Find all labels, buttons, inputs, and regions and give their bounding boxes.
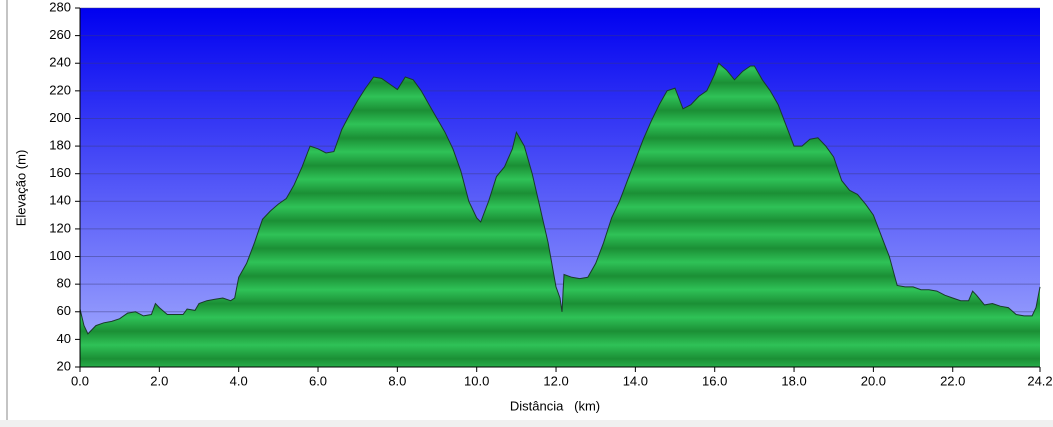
y-tick-label: 220 xyxy=(49,82,71,97)
x-tick-label: 16.0 xyxy=(702,373,727,388)
footer-strip xyxy=(0,420,1053,427)
x-tick-label: 0.0 xyxy=(71,373,89,388)
x-tick-label: 4.0 xyxy=(230,373,248,388)
x-tick-label: 8.0 xyxy=(388,373,406,388)
x-tick-label: 6.0 xyxy=(309,373,327,388)
y-tick-label: 200 xyxy=(49,110,71,125)
x-tick-label: 10.0 xyxy=(464,373,489,388)
y-tick-label: 140 xyxy=(49,193,71,208)
y-tick-label: 260 xyxy=(49,27,71,42)
x-tick-label: 20.0 xyxy=(861,373,886,388)
x-tick-label: 18.0 xyxy=(781,373,806,388)
x-tick-label: 2.0 xyxy=(150,373,168,388)
y-tick-label: 100 xyxy=(49,248,71,263)
y-tick-label: 80 xyxy=(57,276,71,291)
x-tick-label: 24.2 xyxy=(1027,373,1052,388)
x-axis-label: Distância (km) xyxy=(510,398,600,413)
area-fill xyxy=(80,63,1040,367)
y-tick-label: 40 xyxy=(57,331,71,346)
y-tick-label: 280 xyxy=(49,0,71,14)
x-tick-label: 22.0 xyxy=(940,373,965,388)
y-tick-label: 240 xyxy=(49,55,71,70)
y-tick-label: 60 xyxy=(57,303,71,318)
x-tick-label: 14.0 xyxy=(623,373,648,388)
x-tick-label: 12.0 xyxy=(543,373,568,388)
y-tick-label: 20 xyxy=(57,358,71,373)
y-tick-label: 160 xyxy=(49,165,71,180)
y-tick-label: 180 xyxy=(49,138,71,153)
area-line xyxy=(79,62,1041,335)
y-tick-label: 120 xyxy=(49,220,71,235)
y-axis-label: Elevação (m) xyxy=(13,150,28,227)
